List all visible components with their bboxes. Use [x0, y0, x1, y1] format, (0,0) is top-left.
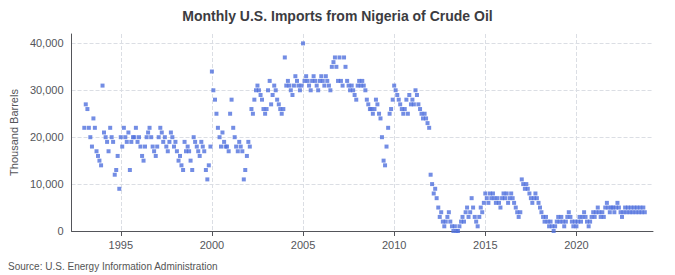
- svg-text:Thousand Barrels: Thousand Barrels: [8, 89, 20, 176]
- svg-text:0: 0: [57, 225, 63, 237]
- svg-text:20,000: 20,000: [30, 131, 64, 143]
- svg-text:2010: 2010: [382, 239, 406, 251]
- svg-text:10,000: 10,000: [30, 178, 64, 190]
- svg-text:2015: 2015: [473, 239, 497, 251]
- svg-text:2000: 2000: [200, 239, 224, 251]
- svg-text:Monthly U.S. Imports from Nige: Monthly U.S. Imports from Nigeria of Cru…: [182, 8, 492, 24]
- svg-text:1995: 1995: [109, 239, 133, 251]
- svg-text:2020: 2020: [564, 239, 588, 251]
- svg-text:40,000: 40,000: [30, 37, 64, 49]
- svg-text:2005: 2005: [291, 239, 315, 251]
- svg-text:Source: U.S. Energy Informatio: Source: U.S. Energy Information Administ…: [8, 261, 218, 272]
- svg-text:30,000: 30,000: [30, 84, 64, 96]
